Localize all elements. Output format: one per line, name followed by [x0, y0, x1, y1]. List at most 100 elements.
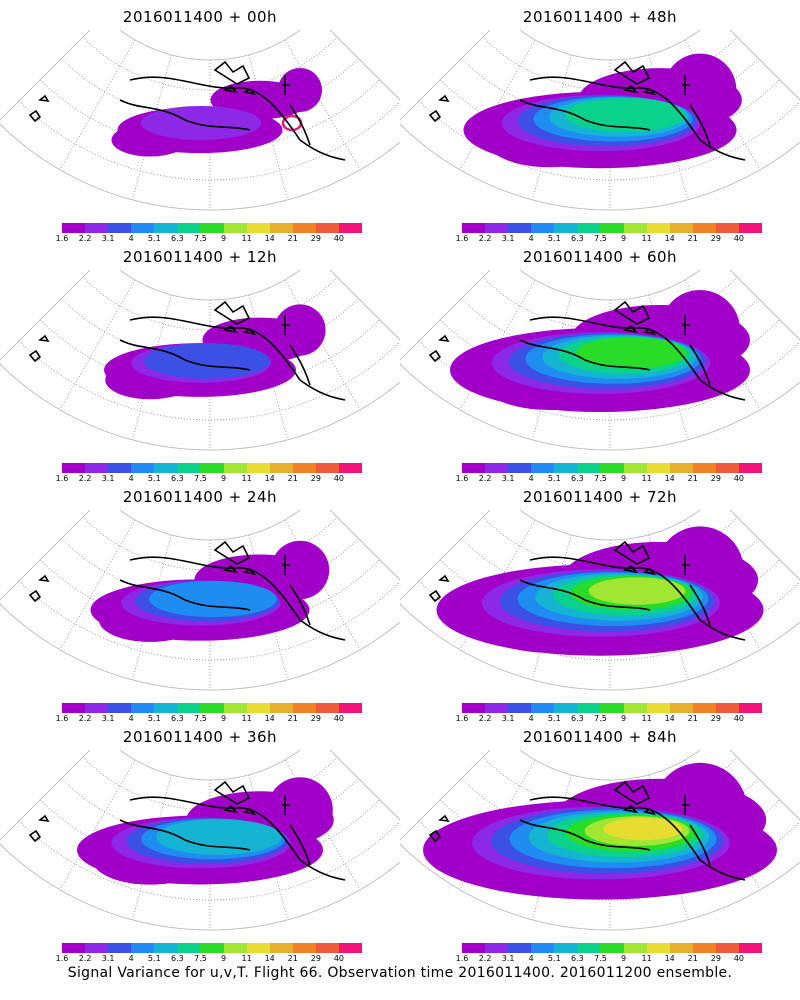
colorbar	[462, 223, 763, 233]
colorbar-tick-label: 14	[264, 234, 275, 243]
colorbar-tick-label: 5.1	[147, 234, 161, 243]
colorbar-tick-label: 4	[528, 954, 534, 963]
colorbar-swatch	[108, 223, 132, 233]
colorbar-tick-label: 4	[528, 474, 534, 483]
colorbar-tick-label: 3.1	[501, 954, 515, 963]
colorbar-swatch	[623, 223, 647, 233]
colorbar-tick-label: 1.6	[55, 714, 69, 723]
colorbar-swatch	[646, 463, 670, 473]
colorbar-swatch	[154, 943, 178, 953]
colorbar-legend: 1.6 2.2 3.1 4 5.1 6.3 7.5 9 11 14 21 29 40	[456, 943, 763, 965]
colorbar-tick-label: 21	[287, 714, 298, 723]
colorbar-tick-label: 7.5	[594, 714, 607, 723]
colorbar-tick-label: 14	[664, 714, 675, 723]
colorbar-swatch	[292, 703, 316, 713]
colorbar-tick-label: 9	[620, 954, 627, 963]
panel-title: 2016011400 + 72h	[522, 488, 678, 506]
colorbar-tick-label: 5.1	[147, 954, 161, 963]
colorbar-swatch	[62, 463, 86, 473]
colorbar-tick-label: 40	[333, 954, 345, 963]
colorbar-legend: 1.6 2.2 3.1 4 5.1 6.3 7.5 9 11 14 21 29 40	[456, 463, 763, 485]
colorbar-tick-label: 1.6	[55, 474, 69, 483]
colorbar-swatch	[462, 943, 486, 953]
colorbar-tick-label: 4	[128, 954, 134, 963]
colorbar-tick-label: 3.1	[101, 474, 115, 483]
forecast-map	[397, 15, 800, 211]
colorbar-tick-label: 40	[733, 474, 745, 483]
colorbar-swatch	[269, 703, 293, 713]
colorbar-swatch	[85, 223, 109, 233]
colorbar-tick-label: 29	[710, 234, 721, 243]
colorbar-swatch	[738, 223, 763, 233]
colorbar-tick-label: 9	[620, 714, 627, 723]
colorbar-swatch	[485, 943, 509, 953]
colorbar-tick-label: 4	[528, 714, 534, 723]
colorbar-tick-label: 29	[710, 474, 721, 483]
colorbar-tick-label: 11	[641, 954, 652, 963]
forecast-map	[0, 255, 423, 451]
colorbar-swatch	[531, 223, 555, 233]
colorbar-tick-label: 11	[241, 234, 252, 243]
colorbar-tick-label: 6.3	[571, 714, 584, 723]
colorbar-tick-label: 5.1	[147, 714, 161, 723]
colorbar-swatch	[131, 463, 155, 473]
colorbar-swatch	[200, 463, 224, 473]
colorbar-swatch	[108, 703, 132, 713]
colorbar-tick-label: 29	[310, 474, 321, 483]
colorbar-tick-label: 2.2	[478, 474, 492, 483]
colorbar-swatch	[554, 703, 578, 713]
colorbar-swatch	[223, 943, 247, 953]
colorbar-swatch	[577, 943, 601, 953]
forecast-panel: 2016011400 + 00h 1.6 2.2 3.1 4 5.1 6.3 7.5 9 11 14…	[0, 0, 423, 245]
colorbar-tick-label: 7.5	[194, 474, 207, 483]
colorbar-swatch	[577, 703, 601, 713]
colorbar-tick-label: 14	[264, 714, 275, 723]
colorbar-swatch	[715, 703, 739, 713]
colorbar-swatch	[508, 703, 532, 713]
colorbar-tick-label: 1.6	[55, 234, 69, 243]
colorbar-tick-label: 6.3	[171, 234, 184, 243]
colorbar-tick-label: 5.1	[547, 474, 561, 483]
colorbar-swatch	[246, 703, 270, 713]
colorbar-swatch	[269, 943, 293, 953]
colorbar	[462, 463, 763, 473]
colorbar-tick-label: 21	[687, 954, 698, 963]
colorbar-legend: 1.6 2.2 3.1 4 5.1 6.3 7.5 9 11 14 21 29 40	[56, 223, 363, 245]
colorbar-swatch	[338, 463, 363, 473]
forecast-panel: 2016011400 + 48h 1.6 2.2 3.1 4 5.1 6.3 7.5 9 11 14…	[397, 0, 800, 245]
colorbar-swatch	[485, 703, 509, 713]
colorbar-swatch	[692, 463, 716, 473]
colorbar-tick-label: 29	[310, 234, 321, 243]
colorbar-tick-label: 2.2	[78, 474, 92, 483]
colorbar-legend: 1.6 2.2 3.1 4 5.1 6.3 7.5 9 11 14 21 29 40	[56, 463, 363, 485]
colorbar-tick-label: 21	[287, 234, 298, 243]
colorbar-swatch	[715, 223, 739, 233]
colorbar-tick-label: 11	[241, 474, 252, 483]
colorbar-tick-label: 1.6	[455, 954, 469, 963]
colorbar-swatch	[338, 943, 363, 953]
colorbar-swatch	[623, 463, 647, 473]
forecast-panel: 2016011400 + 12h 1.6 2.2 3.1 4 5.1 6.3 7.5 9 11 14…	[0, 240, 423, 485]
colorbar-tick-label: 5.1	[147, 474, 161, 483]
colorbar-swatch	[223, 463, 247, 473]
colorbar-swatch	[315, 943, 339, 953]
colorbar-swatch	[246, 463, 270, 473]
forecast-panel: 2016011400 + 24h 1.6 2.2 3.1 4 5.1 6.3 7.5 9 11 14…	[0, 480, 423, 725]
colorbar-tick-label: 6.3	[571, 234, 584, 243]
colorbar-tick-label: 21	[687, 234, 698, 243]
colorbar-tick-label: 5.1	[547, 234, 561, 243]
colorbar-swatch	[177, 223, 201, 233]
colorbar	[62, 943, 363, 953]
colorbar-swatch	[177, 703, 201, 713]
colorbar-tick-label: 40	[333, 474, 345, 483]
colorbar-swatch	[577, 463, 601, 473]
colorbar-tick-label: 3.1	[501, 474, 515, 483]
colorbar-tick-label: 14	[664, 474, 675, 483]
colorbar-tick-label: 6.3	[171, 714, 184, 723]
panel-title: 2016011400 + 84h	[522, 728, 678, 746]
colorbar-tick-label: 2.2	[78, 714, 92, 723]
colorbar-swatch	[131, 223, 155, 233]
forecast-map	[0, 495, 423, 691]
colorbar	[62, 463, 363, 473]
colorbar-tick-label: 2.2	[78, 234, 92, 243]
